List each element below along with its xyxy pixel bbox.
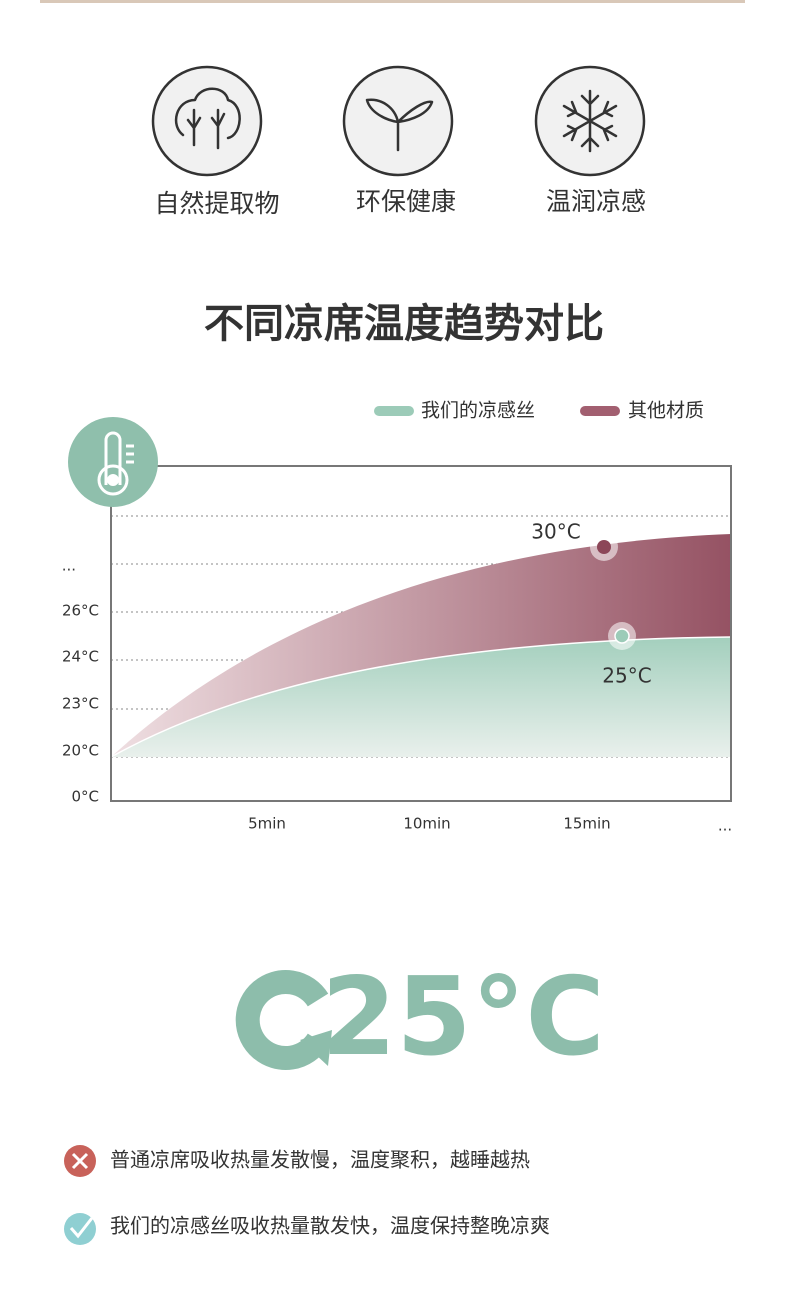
comparison-text: 普通凉席吸收热量发散慢，温度聚积，越睡越热	[110, 1148, 530, 1172]
y-tick-label: 23°C	[62, 695, 99, 713]
y-tick-label: 24°C	[62, 648, 99, 666]
y-tick-label: ...	[62, 557, 76, 575]
comparison-text: 我们的凉感丝吸收热量散发快，温度保持整晚凉爽	[110, 1214, 550, 1238]
feature-label: 环保健康	[356, 187, 456, 216]
y-tick-label: 26°C	[62, 602, 99, 620]
feature-icons	[151, 65, 646, 177]
annotation: 25°C	[602, 664, 651, 688]
x-tick-label: 10min	[403, 815, 450, 833]
legend-label: 我们的凉感丝	[421, 400, 535, 422]
chart-area	[68, 417, 732, 802]
y-tick-label: 20°C	[62, 742, 99, 760]
refresh-icon	[235, 970, 332, 1070]
x-tick-label: 15min	[563, 815, 610, 833]
highlight-value: 25°C	[321, 955, 605, 1080]
top-bar	[40, 0, 745, 3]
y-tick-label: 0°C	[71, 788, 99, 806]
check-mark	[69, 1217, 94, 1239]
feature-label: 温润凉感	[546, 187, 646, 216]
title: 不同凉席温度趋势对比	[204, 301, 604, 347]
x-tick-label: 5min	[248, 815, 286, 833]
x-tick-label: ...	[718, 817, 732, 835]
legend-swatch	[580, 406, 620, 416]
feature-label: 自然提取物	[154, 189, 279, 218]
legend-label: 其他材质	[628, 400, 704, 422]
cross-mark	[71, 1152, 89, 1170]
legend-swatch	[374, 406, 414, 416]
annotation: 30°C	[531, 520, 580, 544]
